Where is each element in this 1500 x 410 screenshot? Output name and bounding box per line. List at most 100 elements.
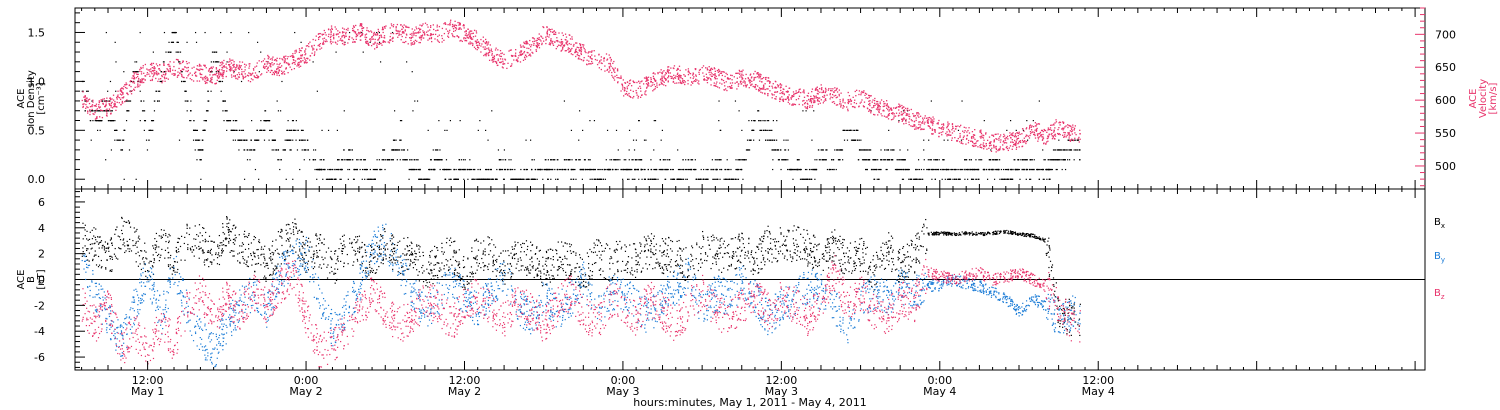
density-point xyxy=(767,129,769,131)
density-point xyxy=(1073,139,1075,141)
density-point xyxy=(1014,159,1016,161)
density-point xyxy=(804,168,807,171)
density-point xyxy=(865,159,867,161)
velocity-point xyxy=(174,73,176,75)
velocity-point xyxy=(552,40,554,43)
density-point xyxy=(659,159,662,161)
velocity-point xyxy=(982,137,985,139)
velocity-point xyxy=(749,82,751,84)
density-point xyxy=(854,139,856,141)
velocity-point xyxy=(820,99,822,101)
density-point xyxy=(224,100,226,102)
velocity-point xyxy=(810,95,812,98)
velocity-point xyxy=(639,96,642,98)
density-point xyxy=(236,129,238,131)
density-point xyxy=(921,178,923,180)
velocity-point xyxy=(397,36,399,38)
velocity-point xyxy=(583,44,585,46)
velocity-point xyxy=(1062,129,1064,131)
velocity-point xyxy=(646,78,648,80)
velocity-point xyxy=(924,115,926,117)
velocity-point xyxy=(524,54,527,56)
velocity-point xyxy=(656,84,658,86)
velocity-point xyxy=(988,136,991,138)
density-point xyxy=(329,168,332,171)
density-point xyxy=(594,168,597,171)
velocity-point xyxy=(915,126,917,128)
density-point xyxy=(214,51,216,53)
density-point xyxy=(815,168,817,171)
density-point xyxy=(232,139,234,141)
velocity-point xyxy=(757,89,760,91)
velocity-point xyxy=(252,79,254,81)
velocity-point xyxy=(245,64,247,66)
density-point xyxy=(507,168,509,171)
velocity-point xyxy=(474,48,477,50)
density-point xyxy=(300,129,303,131)
velocity-point xyxy=(596,59,598,61)
density-point xyxy=(596,178,599,180)
velocity-point xyxy=(574,51,576,54)
velocity-point xyxy=(818,87,821,90)
velocity-point xyxy=(888,114,890,116)
velocity-point xyxy=(1011,134,1013,137)
density-point xyxy=(1007,178,1009,180)
density-point xyxy=(393,149,395,151)
velocity-point xyxy=(118,97,121,99)
density-point xyxy=(395,149,398,151)
velocity-point xyxy=(946,135,948,137)
density-point xyxy=(382,159,384,161)
density-point xyxy=(291,120,294,122)
velocity-point xyxy=(665,72,667,74)
density-point xyxy=(884,159,887,161)
density-point xyxy=(586,168,589,171)
density-point xyxy=(468,168,471,171)
velocity-point xyxy=(955,125,958,128)
density-point xyxy=(425,178,427,180)
velocity-point xyxy=(372,43,374,45)
velocity-point xyxy=(187,69,189,72)
density-point xyxy=(364,178,366,180)
velocity-point xyxy=(977,140,979,142)
density-point xyxy=(370,178,372,180)
velocity-point xyxy=(352,41,354,43)
velocity-point xyxy=(545,38,547,40)
density-point xyxy=(725,178,727,180)
density-point xyxy=(1010,168,1012,171)
velocity-point xyxy=(582,46,584,48)
velocity-point xyxy=(471,42,473,44)
velocity-point xyxy=(901,120,903,122)
velocity-point xyxy=(376,44,378,46)
density-point xyxy=(792,168,794,171)
velocity-point xyxy=(359,24,362,26)
density-point xyxy=(615,159,617,161)
velocity-point xyxy=(467,28,469,30)
density-point xyxy=(339,168,341,171)
density-point xyxy=(238,149,240,151)
velocity-point xyxy=(132,81,134,84)
density-point xyxy=(653,149,655,151)
velocity-point xyxy=(285,62,287,64)
velocity-point xyxy=(657,71,659,74)
velocity-point xyxy=(800,92,802,94)
density-point xyxy=(572,168,574,171)
velocity-point xyxy=(388,42,391,44)
density-point xyxy=(766,120,768,122)
velocity-point xyxy=(815,87,817,89)
velocity-point xyxy=(467,34,469,36)
velocity-point xyxy=(459,24,461,26)
density-point xyxy=(509,168,511,171)
velocity-point xyxy=(485,52,487,54)
velocity-point xyxy=(249,81,252,83)
density-point xyxy=(423,178,425,180)
density-point xyxy=(138,80,140,83)
density-point xyxy=(1042,149,1044,151)
velocity-point xyxy=(540,35,542,37)
velocity-point xyxy=(210,66,213,68)
density-point xyxy=(525,139,527,141)
velocity-point xyxy=(108,108,111,110)
velocity-point xyxy=(565,39,567,41)
density-point xyxy=(292,139,294,141)
velocity-point xyxy=(359,32,361,34)
density-point xyxy=(234,139,237,141)
